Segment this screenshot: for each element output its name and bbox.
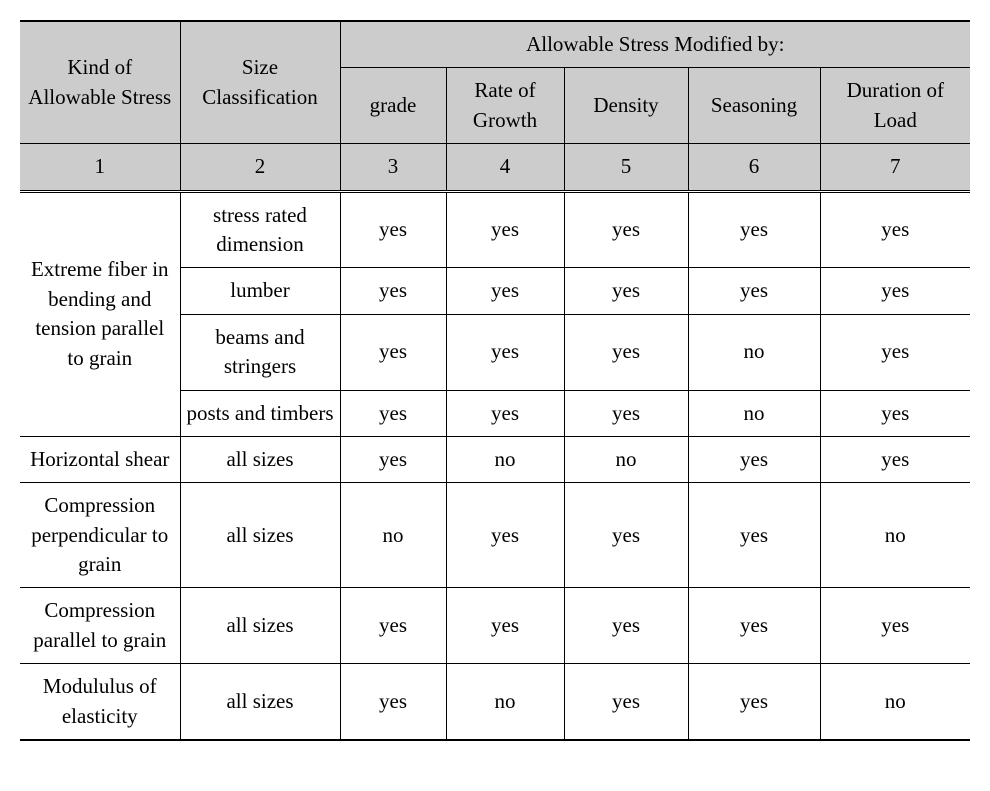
cell-value: yes bbox=[446, 588, 564, 664]
cell-value: no bbox=[446, 436, 564, 482]
cell-size: stress rated dimension bbox=[180, 191, 340, 268]
table-row: Modululus of elasticity all sizes yes no… bbox=[20, 664, 970, 740]
cell-value: no bbox=[564, 436, 688, 482]
cell-value: yes bbox=[688, 483, 820, 588]
cell-value: yes bbox=[564, 314, 688, 390]
cell-value: yes bbox=[446, 314, 564, 390]
colnum-3: 3 bbox=[340, 144, 446, 191]
cell-value: yes bbox=[820, 314, 970, 390]
colnum-2: 2 bbox=[180, 144, 340, 191]
cell-value: yes bbox=[564, 588, 688, 664]
cell-size: beams and stringers bbox=[180, 314, 340, 390]
cell-value: yes bbox=[564, 268, 688, 314]
cell-value: yes bbox=[688, 268, 820, 314]
colnum-7: 7 bbox=[820, 144, 970, 191]
cell-size: lumber bbox=[180, 268, 340, 314]
cell-value: yes bbox=[446, 191, 564, 268]
table-row: Compression parallel to grain all sizes … bbox=[20, 588, 970, 664]
cell-value: yes bbox=[340, 268, 446, 314]
table-header: Kind of Allowable Stress Size Classifica… bbox=[20, 21, 970, 191]
header-size: Size Classification bbox=[180, 21, 340, 144]
cell-value: no bbox=[688, 314, 820, 390]
cell-size: all sizes bbox=[180, 664, 340, 740]
cell-value: yes bbox=[820, 436, 970, 482]
header-density: Density bbox=[564, 68, 688, 144]
cell-value: yes bbox=[446, 268, 564, 314]
cell-size: all sizes bbox=[180, 436, 340, 482]
cell-value: yes bbox=[446, 390, 564, 436]
header-group: Allowable Stress Modified by: bbox=[340, 21, 970, 68]
cell-value: no bbox=[688, 390, 820, 436]
cell-value: yes bbox=[820, 588, 970, 664]
header-seasoning: Seasoning bbox=[688, 68, 820, 144]
colnum-1: 1 bbox=[20, 144, 180, 191]
cell-value: yes bbox=[564, 191, 688, 268]
colnum-6: 6 bbox=[688, 144, 820, 191]
table-body: Extreme fiber in bending and tension par… bbox=[20, 191, 970, 740]
cell-value: yes bbox=[340, 664, 446, 740]
header-rate-of-growth: Rate of Growth bbox=[446, 68, 564, 144]
header-duration-of-load: Duration of Load bbox=[820, 68, 970, 144]
cell-value: yes bbox=[688, 436, 820, 482]
cell-value: yes bbox=[688, 664, 820, 740]
table-row: Horizontal shear all sizes yes no no yes… bbox=[20, 436, 970, 482]
cell-value: yes bbox=[820, 191, 970, 268]
cell-value: yes bbox=[820, 390, 970, 436]
colnum-4: 4 bbox=[446, 144, 564, 191]
cell-size: all sizes bbox=[180, 483, 340, 588]
cell-value: yes bbox=[820, 268, 970, 314]
cell-value: yes bbox=[340, 191, 446, 268]
cell-value: yes bbox=[564, 390, 688, 436]
header-grade: grade bbox=[340, 68, 446, 144]
cell-value: yes bbox=[446, 483, 564, 588]
cell-value: yes bbox=[340, 436, 446, 482]
cell-value: no bbox=[446, 664, 564, 740]
cell-value: no bbox=[340, 483, 446, 588]
cell-kind: Extreme fiber in bending and tension par… bbox=[20, 191, 180, 436]
header-kind: Kind of Allowable Stress bbox=[20, 21, 180, 144]
allowable-stress-table: Kind of Allowable Stress Size Classifica… bbox=[20, 20, 970, 741]
table-row: Compression perpendicular to grain all s… bbox=[20, 483, 970, 588]
cell-value: yes bbox=[564, 483, 688, 588]
cell-kind: Compression perpendicular to grain bbox=[20, 483, 180, 588]
cell-value: yes bbox=[688, 191, 820, 268]
cell-kind: Modululus of elasticity bbox=[20, 664, 180, 740]
cell-size: all sizes bbox=[180, 588, 340, 664]
cell-value: yes bbox=[340, 588, 446, 664]
cell-value: yes bbox=[688, 588, 820, 664]
cell-size: posts and timbers bbox=[180, 390, 340, 436]
cell-value: yes bbox=[564, 664, 688, 740]
cell-value: yes bbox=[340, 390, 446, 436]
cell-value: no bbox=[820, 483, 970, 588]
cell-kind: Compression parallel to grain bbox=[20, 588, 180, 664]
cell-kind: Horizontal shear bbox=[20, 436, 180, 482]
cell-value: no bbox=[820, 664, 970, 740]
colnum-5: 5 bbox=[564, 144, 688, 191]
table-row: Extreme fiber in bending and tension par… bbox=[20, 191, 970, 268]
cell-value: yes bbox=[340, 314, 446, 390]
